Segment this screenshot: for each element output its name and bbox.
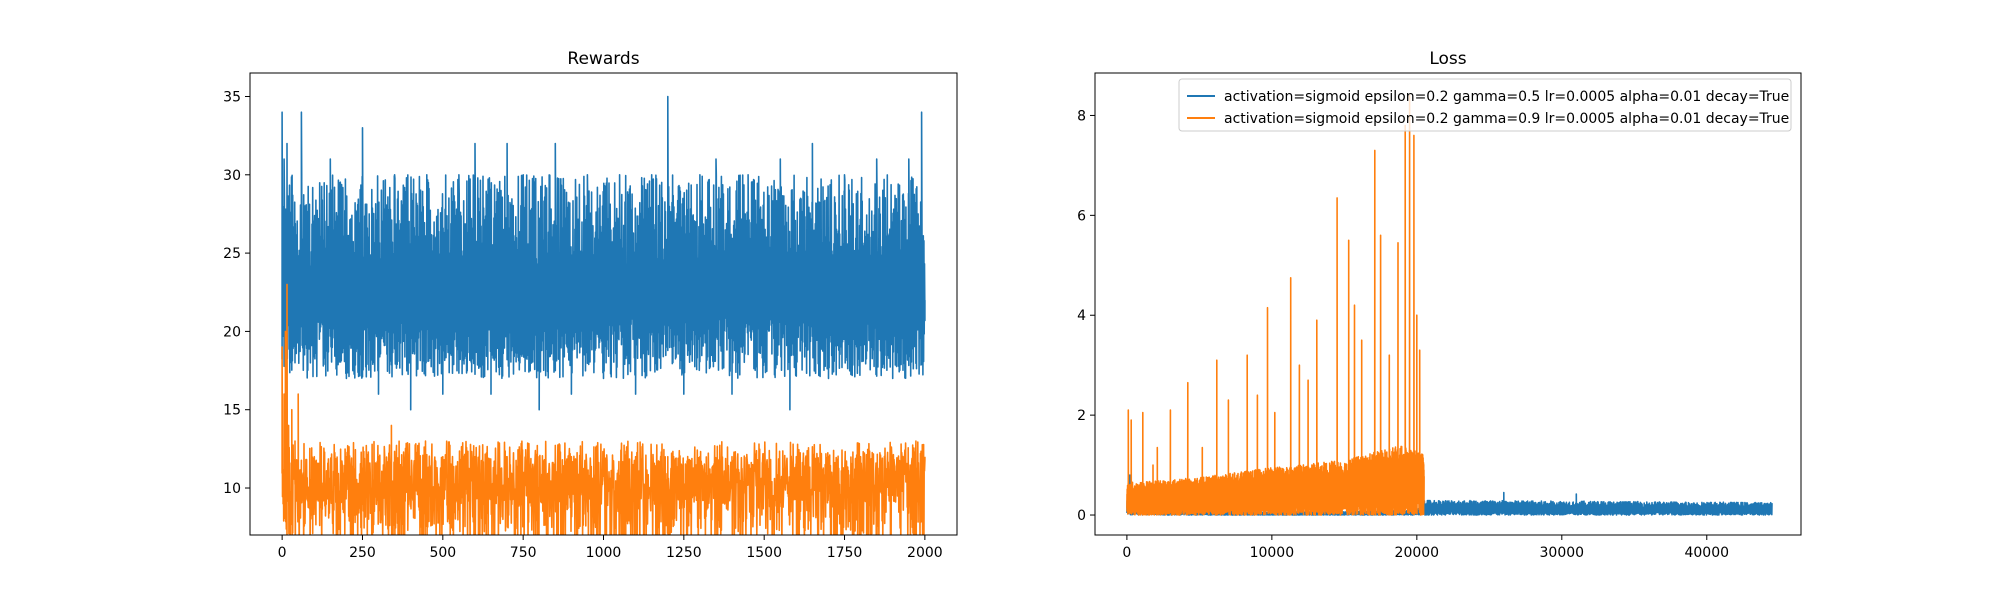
- x-tick-label: 500: [429, 545, 456, 561]
- loss-title: Loss: [1429, 49, 1466, 69]
- legend-entry-series-b: activation=sigmoid epsilon=0.2 gamma=0.9…: [1224, 111, 1789, 127]
- y-tick-label: 8: [1077, 108, 1086, 124]
- x-tick-label: 0: [1122, 545, 1131, 561]
- loss-plot-area: [1126, 94, 1773, 516]
- x-tick-label: 1500: [746, 545, 782, 561]
- x-tick-label: 1250: [666, 545, 702, 561]
- x-tick-label: 750: [510, 545, 537, 561]
- y-tick-label: 30: [223, 168, 241, 184]
- rewards-plot-area: [281, 95, 926, 535]
- rewards-panel: Rewards 0 250 500 750 1000 1250 1500 1750 2000 1…: [223, 49, 958, 561]
- x-tick-label: 250: [349, 545, 376, 561]
- y-tick-label: 10: [223, 481, 241, 497]
- loss-y-axis: 0 2 4 6 8: [1077, 108, 1095, 524]
- series-line-b: [281, 283, 926, 535]
- y-tick-label: 25: [223, 246, 241, 262]
- y-tick-label: 2: [1077, 408, 1086, 424]
- y-tick-label: 6: [1077, 208, 1086, 224]
- loss-panel: Loss 0 10000 20000 30000 40000 0 2 4 6 8 activat…: [1077, 49, 1802, 561]
- x-tick-label: 2000: [907, 545, 943, 561]
- x-tick-label: 20000: [1395, 545, 1440, 561]
- y-tick-label: 35: [223, 89, 241, 105]
- x-tick-label: 30000: [1540, 545, 1585, 561]
- x-tick-label: 0: [278, 545, 287, 561]
- y-tick-label: 4: [1077, 308, 1086, 324]
- loss-x-axis: 0 10000 20000 30000 40000: [1122, 535, 1729, 561]
- loss-axes-frame: [1094, 72, 1802, 536]
- y-tick-label: 20: [223, 324, 241, 340]
- rewards-x-axis: 0 250 500 750 1000 1250 1500 1750 2000: [278, 535, 943, 561]
- x-tick-label: 1750: [827, 545, 863, 561]
- rewards-title: Rewards: [567, 49, 639, 69]
- legend-entry-series-a: activation=sigmoid epsilon=0.2 gamma=0.5…: [1224, 89, 1789, 105]
- x-tick-label: 10000: [1250, 545, 1295, 561]
- x-tick-label: 1000: [586, 545, 622, 561]
- x-tick-label: 40000: [1684, 545, 1729, 561]
- rewards-y-axis: 10 15 20 25 30 35: [223, 89, 250, 497]
- y-tick-label: 15: [223, 403, 241, 419]
- y-tick-label: 0: [1077, 508, 1086, 524]
- series-line-a: [281, 95, 926, 411]
- legend-box: [1178, 78, 1792, 132]
- loss-legend: activation=sigmoid epsilon=0.2 gamma=0.5…: [1178, 78, 1792, 132]
- series-line-b: [1126, 94, 1425, 516]
